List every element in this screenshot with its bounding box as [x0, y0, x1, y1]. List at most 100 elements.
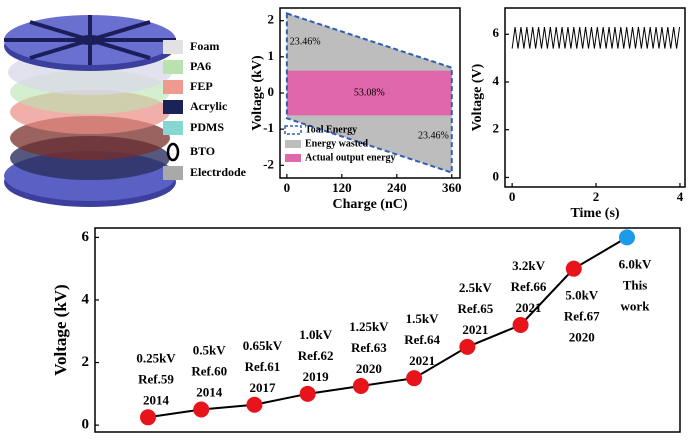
total-outline: [285, 12, 453, 174]
legend-swatch: [163, 60, 183, 74]
point-annotation: 2021: [409, 353, 435, 368]
y-tick-label: 4: [82, 291, 90, 307]
value-label: 0.25kV: [136, 350, 176, 365]
y-tick-label: 6: [82, 229, 90, 245]
value-label: 0.65kV: [243, 338, 283, 353]
data-point: [140, 409, 156, 426]
legend-swatch: [285, 140, 301, 148]
x-axis-label: Charge (nC): [332, 197, 407, 212]
value-label: 1.5kV: [406, 311, 439, 326]
point-annotation: Ref.62: [298, 348, 334, 363]
y-tick-label: 4: [493, 73, 500, 88]
chart-1: 0 2 4 6 0 2 4 Time (s) Voltage (V): [470, 7, 686, 221]
value-label: 1.0kV: [299, 327, 332, 342]
data-point: [193, 401, 210, 418]
value-label: 1.25kV: [349, 319, 389, 334]
trend-line: [147, 236, 628, 419]
point-annotation: Ref.63: [351, 340, 387, 355]
y-tick-label: -2: [263, 156, 274, 171]
point-annotation: 2020: [569, 330, 595, 345]
value-label: 0.5kV: [193, 342, 226, 357]
legend-swatch: [163, 121, 183, 135]
legend-label: BTO: [190, 144, 215, 158]
data-point: [352, 378, 369, 395]
legend-label: Acrylic: [190, 99, 228, 113]
y-tick-label: 2: [268, 12, 275, 27]
x-tick-label: 2: [593, 189, 600, 204]
legend-label: Energy wasted: [305, 138, 368, 149]
data-point: [565, 260, 582, 277]
data-point: [459, 338, 476, 355]
point-annotation: 2020: [356, 361, 382, 376]
legend-label: Toal Energy: [305, 124, 357, 135]
legend-label: Foam: [190, 39, 219, 53]
x-tick-label: 120: [332, 180, 352, 195]
area-annotation: 23.46%: [418, 131, 449, 142]
legend-swatch: [284, 125, 302, 135]
y-axis-label: Voltage (V): [470, 63, 485, 131]
legend-swatch: [163, 80, 183, 94]
x-tick-label: 4: [677, 189, 684, 204]
y-tick-label: 2: [82, 354, 90, 370]
chart-2: 0.25kV Ref.59 2014 0.5kV Ref.60 2014 0.65kV Ref…: [51, 227, 681, 433]
legend-label: Actual output energy: [305, 152, 396, 163]
plot-frame: [94, 227, 681, 433]
point-annotation: 2021: [516, 300, 542, 315]
y-axis-label: Voltage (kV): [250, 55, 265, 131]
point-annotation: 2014: [196, 384, 223, 399]
y-tick-label: 0: [82, 417, 90, 433]
y-tick-label: 0: [493, 168, 500, 183]
data-point: [299, 385, 316, 402]
legend-swatch: [285, 154, 301, 162]
point-annotation: 2014: [143, 392, 170, 407]
point-annotation: 2017: [249, 380, 276, 395]
y-tick-label: -1: [263, 120, 274, 135]
x-axis-label: Time (s): [570, 206, 619, 221]
data-point: [406, 370, 423, 387]
area-annotation: 23.46%: [290, 37, 321, 48]
legend-swatch: [163, 166, 183, 180]
legend-swatch: [163, 100, 183, 114]
x-tick-label: 240: [387, 180, 407, 195]
data-point: [512, 316, 529, 333]
point-annotation: Ref.64: [404, 332, 440, 347]
legend-swatch: [166, 142, 180, 162]
data-point: [246, 396, 263, 413]
point-annotation: 2019: [303, 369, 330, 384]
device-illustration: [4, 15, 176, 207]
point-annotation: Ref.66: [511, 279, 547, 294]
legend-swatch: [163, 40, 183, 54]
output-area: [286, 70, 452, 116]
point-annotation: Ref.65: [457, 301, 493, 316]
y-tick-label: 2: [493, 121, 500, 136]
value-label: 6.0kV: [619, 256, 652, 271]
point-annotation: Ref.59: [138, 371, 174, 386]
x-tick-label: 0: [284, 180, 291, 195]
plot-frame: [504, 7, 686, 188]
device-legend: Foam PA6 FEP Acrylic PDMS BTO Electrdode: [163, 39, 247, 180]
point-annotation: work: [621, 298, 651, 313]
point-annotation: This: [623, 277, 648, 292]
legend-label: Electrdode: [190, 165, 247, 179]
chart-0: 23.46% 53.08% 23.46% Toal Energy Energy wast…: [250, 7, 462, 212]
data-point: [619, 229, 635, 246]
y-axis-label: Voltage (kV): [51, 284, 70, 375]
legend-label: PDMS: [190, 120, 224, 134]
voltage-line: [511, 27, 681, 49]
point-annotation: Ref.60: [191, 363, 227, 378]
y-tick-label: 1: [268, 48, 275, 63]
value-label: 2.5kV: [459, 280, 492, 295]
x-tick-label: 0: [509, 189, 516, 204]
value-label: 5.0kV: [565, 288, 598, 303]
value-label: 3.2kV: [512, 258, 545, 273]
legend-label: PA6: [190, 59, 211, 73]
y-tick-label: 6: [493, 25, 500, 40]
point-annotation: Ref.67: [564, 309, 600, 324]
y-tick-label: 0: [268, 84, 275, 99]
area-annotation: 53.08%: [354, 87, 385, 98]
point-annotation: 2021: [462, 322, 488, 337]
point-annotation: Ref.61: [245, 359, 281, 374]
x-tick-label: 360: [442, 180, 462, 195]
legend-label: FEP: [190, 79, 213, 93]
